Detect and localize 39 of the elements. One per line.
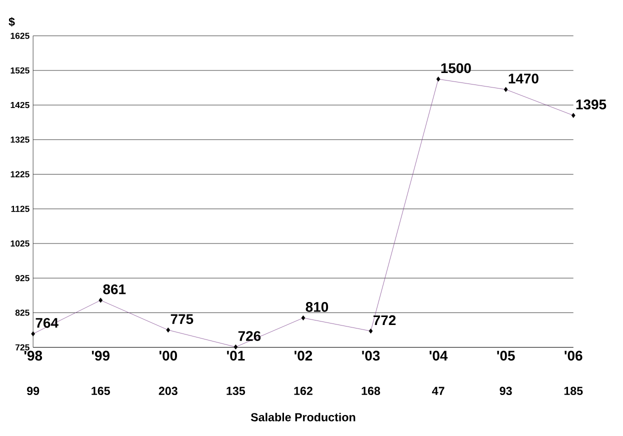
text: 165 (92, 387, 110, 396)
x-tick-label: '00 (159, 350, 178, 361)
text: 185 (564, 387, 583, 396)
text: 99 (27, 387, 40, 396)
y-tick-label: 925 (15, 275, 30, 282)
y-axis-title: $ (8, 17, 15, 27)
y-tick-label: 1625 (10, 32, 30, 40)
data-label: 726 (238, 331, 261, 342)
y-tick-label: 1125 (11, 206, 30, 212)
data-label: 1500 (441, 63, 471, 74)
data-label: 1470 (508, 74, 538, 84)
y-tick-label: 725 (15, 344, 30, 351)
text: 168 (362, 387, 380, 396)
text: 93 (500, 387, 512, 396)
y-tick-label: 1225 (10, 171, 30, 178)
data-label: 861 (103, 284, 126, 294)
y-tick-label: 1025 (10, 240, 30, 247)
y-tick-label: 1425 (10, 102, 30, 108)
y-tick-label: 1525 (10, 68, 30, 74)
y-tick-label: 1325 (10, 136, 30, 143)
text: 203 (158, 387, 178, 396)
data-label: 810 (306, 302, 328, 312)
text: 162 (294, 387, 312, 396)
x-tick-label: '03 (362, 350, 380, 361)
x-tick-label: '01 (227, 350, 245, 361)
text: 135 (226, 387, 246, 396)
x-tick-label: '06 (564, 350, 582, 361)
x-tick-label: '04 (430, 350, 448, 361)
x-tick-label: '02 (294, 350, 312, 361)
x-tick-label: '99 (92, 350, 110, 361)
data-label: 775 (170, 314, 194, 324)
data-label: 1395 (576, 100, 606, 110)
x-tick-label: '05 (497, 350, 515, 361)
x-tick-label: '98 (24, 350, 42, 361)
y-tick-label: 825 (15, 310, 30, 316)
data-label: 772 (373, 316, 396, 326)
x-axis-title: Salable Production (250, 413, 356, 422)
text: 47 (432, 387, 444, 396)
data-label: 764 (36, 318, 58, 328)
